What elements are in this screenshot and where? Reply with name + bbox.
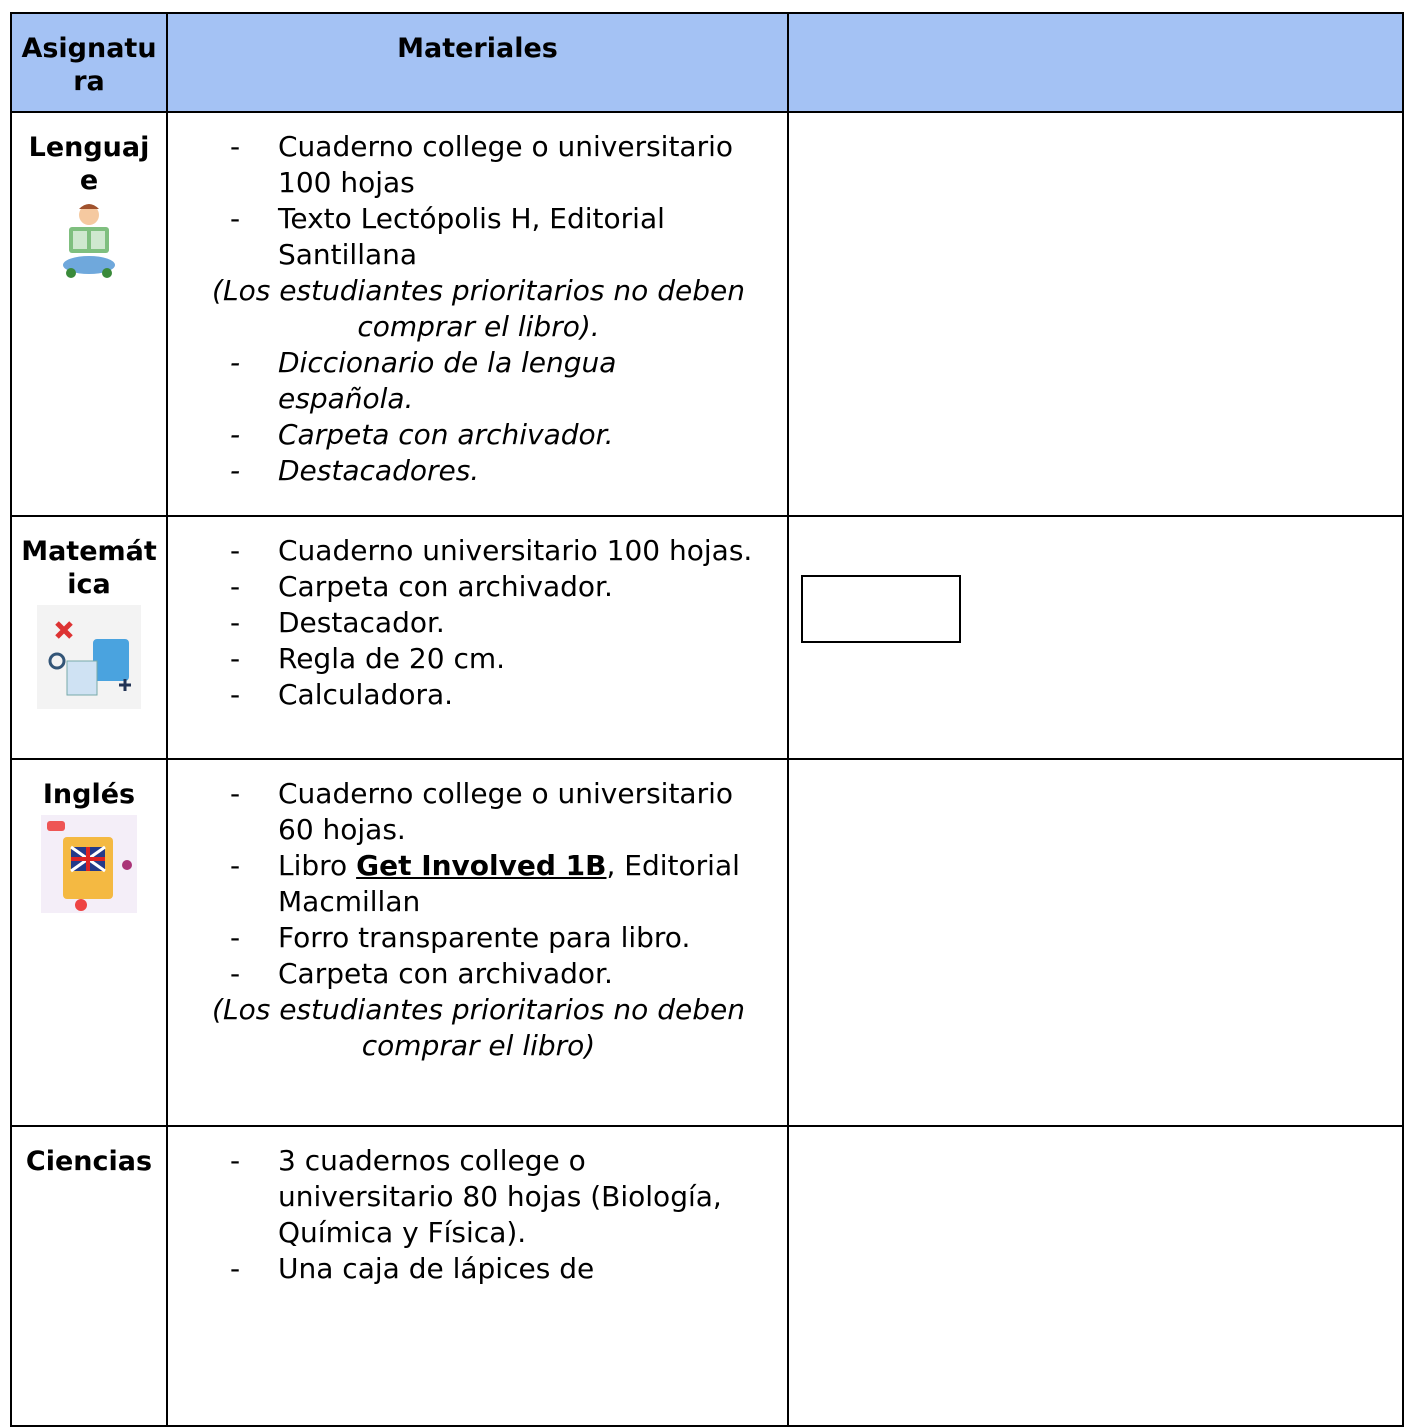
materials-table: Asignatura Materiales Lenguaje - Cuaderno … <box>10 12 1404 1427</box>
subject-name: Inglés <box>42 779 136 810</box>
page-body: Asignatura Materiales Lenguaje - Cuaderno … <box>10 12 1404 1427</box>
bullet-dash: - <box>230 678 241 711</box>
list-item: - Calculadora. <box>220 677 757 713</box>
list-item: - Diccionario de la lengua española. <box>220 345 757 417</box>
bullet-dash: - <box>230 1144 241 1177</box>
subject-icon <box>20 605 158 717</box>
list-item: - 3 cuadernos college o universitario 80 … <box>220 1143 757 1251</box>
subject-name: Ciencias <box>25 1146 153 1177</box>
header-cell <box>787 12 1404 113</box>
subject-cell: Inglés <box>10 758 168 1127</box>
list-item: - Forro transparente para libro. <box>220 920 757 956</box>
subject-cell: Lenguaje <box>10 111 168 517</box>
bullet-dash: - <box>230 957 241 990</box>
note: (Los estudiantes prioritarios no deben c… <box>212 274 745 343</box>
empty-box <box>801 575 961 643</box>
bullet-dash: - <box>230 454 241 487</box>
materials-cell: - 3 cuadernos college o universitario 80 … <box>166 1125 789 1427</box>
item-text: Carpeta con archivador. <box>278 418 614 451</box>
bullet-dash: - <box>230 570 241 603</box>
subject-name: Matemática <box>21 536 157 600</box>
bullet-dash: - <box>230 534 241 567</box>
bullet-dash: - <box>230 921 241 954</box>
item-text: Calculadora. <box>278 678 454 711</box>
item-text: Carpeta con archivador. <box>278 570 613 603</box>
bullet-dash: - <box>230 418 241 451</box>
list-item: - Cuaderno universitario 100 hojas. <box>220 533 757 569</box>
bullet-dash: - <box>230 777 241 810</box>
empty-cell <box>787 758 1404 1127</box>
list-item: - Regla de 20 cm. <box>220 641 757 677</box>
subject-icon <box>20 201 158 289</box>
bullet-dash: - <box>230 1252 241 1285</box>
table-row: Ciencias - 3 cuadernos college o universit… <box>10 1125 1404 1427</box>
note: (Los estudiantes prioritarios no deben c… <box>212 993 745 1062</box>
materials-cell: - Cuaderno college o universitario 60 hoj… <box>166 758 789 1127</box>
item-text: Texto Lectópolis H, Editorial Santillana <box>278 202 665 271</box>
item-text: Carpeta con archivador. <box>278 957 613 990</box>
list-item: - Destacador. <box>220 605 757 641</box>
bullet-dash: - <box>230 642 241 675</box>
list-item: - Carpeta con archivador. <box>220 956 757 992</box>
item-text: 3 cuadernos college o universitario 80 h… <box>278 1144 722 1249</box>
list-item: - Una caja de lápices de <box>220 1251 757 1287</box>
empty-cell <box>787 515 1404 760</box>
item-text: Diccionario de la lengua española. <box>278 346 617 415</box>
list-item: - Cuaderno college o universitario 60 hoj… <box>220 776 757 848</box>
table-row: Lenguaje - Cuaderno college o universitari… <box>10 111 1404 517</box>
item-text: Destacador. <box>278 606 445 639</box>
list-item: - Destacadores. <box>220 453 757 489</box>
bullet-dash: - <box>230 346 241 379</box>
list-item: - Carpeta con archivador. <box>220 417 757 453</box>
subject-cell: Matemática <box>10 515 168 760</box>
header-row: Asignatura Materiales <box>10 12 1404 113</box>
list-item: - Texto Lectópolis H, Editorial Santillan… <box>220 201 757 273</box>
materials-cell: - Cuaderno universitario 100 hojas. - Carpe… <box>166 515 789 760</box>
table-row: Matemática - Cuaderno universitario 100 ho… <box>10 515 1404 760</box>
item-text: Cuaderno college o universitario 100 hoj… <box>278 130 733 199</box>
subject-cell: Ciencias <box>10 1125 168 1427</box>
materials-cell: - Cuaderno college o universitario 100 ho… <box>166 111 789 517</box>
empty-cell <box>787 1125 1404 1427</box>
list-item: - Cuaderno college o universitario 100 ho… <box>220 129 757 201</box>
bullet-dash: - <box>230 849 241 882</box>
table-row: Inglés - Cuaderno college o universitario … <box>10 758 1404 1127</box>
item-text: Destacadores. <box>278 454 480 487</box>
subject-icon <box>20 815 158 921</box>
bullet-dash: - <box>230 202 241 235</box>
item-text: Forro transparente para libro. <box>278 921 691 954</box>
empty-cell <box>787 111 1404 517</box>
item-text: Una caja de lápices de <box>278 1252 595 1285</box>
text-part: , Editorial Macmillan <box>278 849 740 918</box>
header-cell: Asignatura <box>10 12 168 113</box>
text-part: Libro <box>278 849 357 882</box>
subject-name: Lenguaje <box>28 132 150 196</box>
book-link: Get Involved 1B <box>356 849 607 882</box>
bullet-dash: - <box>230 606 241 639</box>
item-text: Libro Get Involved 1B, Editorial Macmill… <box>278 848 757 920</box>
item-text: Cuaderno universitario 100 hojas. <box>278 534 753 567</box>
list-item: - Libro Get Involved 1B, Editorial Macmil… <box>220 848 757 920</box>
bullet-dash: - <box>230 130 241 163</box>
page: Materiales {"table":{ "header":["Asignat… <box>10 12 1404 1427</box>
item-text: Cuaderno college o universitario 60 hoja… <box>278 777 733 846</box>
header-cell: Materiales <box>166 12 789 113</box>
item-text: Regla de 20 cm. <box>278 642 506 675</box>
list-item: - Carpeta con archivador. <box>220 569 757 605</box>
